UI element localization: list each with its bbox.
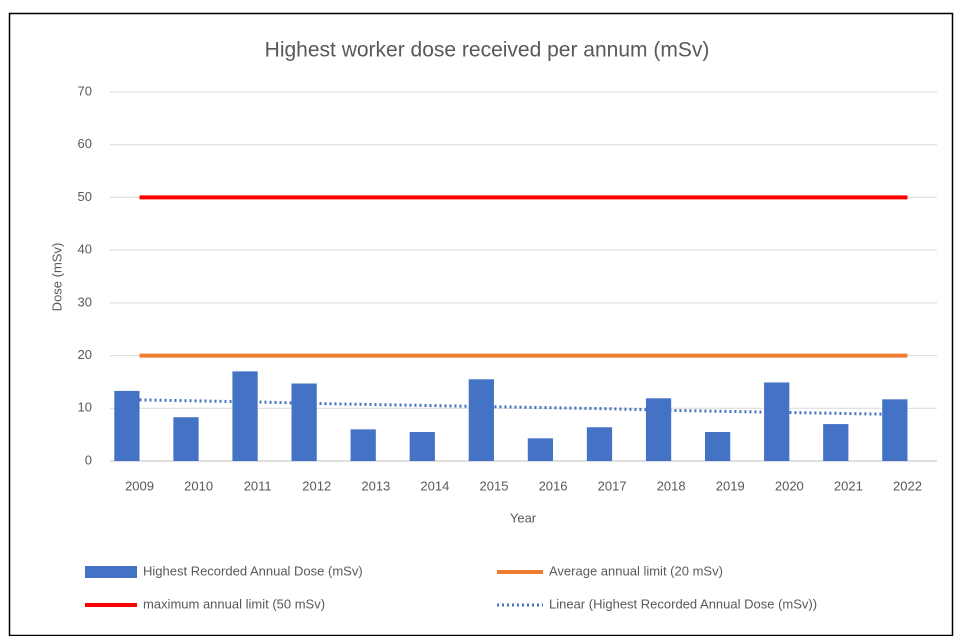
x-axis-label: Year [510,510,537,525]
bar [764,382,790,461]
x-tick-label: 2017 [598,478,627,493]
chart-frame [8,12,954,636]
x-tick-label: 2016 [539,478,568,493]
x-tick-label: 2019 [716,478,745,493]
bar [232,371,258,461]
x-tick-label: 2021 [834,478,863,493]
bar [114,390,140,461]
bar [823,424,849,461]
y-tick-label: 50 [78,189,92,204]
y-tick-label: 60 [78,136,92,151]
bar [586,427,613,461]
x-tick-label: 2009 [125,478,154,493]
x-tick-label: 2011 [244,478,272,493]
x-tick-label: 2015 [480,478,509,493]
y-tick-label: 10 [78,400,92,415]
bar [409,432,435,461]
trend-line [139,398,908,417]
y-tick-label: 40 [78,242,92,257]
x-tick-label: 2010 [184,478,213,493]
legend-label: Linear (Highest Recorded Annual Dose (mS… [549,596,817,611]
bar [173,417,199,461]
y-tick-label: 70 [78,83,92,98]
bar [468,379,494,461]
y-tick-label: 0 [85,452,92,467]
legend-label: maximum annual limit (50 mSv) [143,596,325,611]
y-tick-label: 20 [78,347,92,362]
x-tick-label: 2012 [302,478,331,493]
bar [291,383,317,461]
x-tick-label: 2018 [657,478,686,493]
bar [645,398,672,461]
y-tick-label: 30 [78,294,92,309]
bar [350,429,376,461]
legend-label: Average annual limit (20 mSv) [549,563,723,578]
bar [882,399,908,461]
bar [704,432,731,461]
legend-swatch [85,566,137,578]
bar [527,438,554,461]
y-axis-label: Dose (mSv) [49,243,64,312]
chart-title: Highest worker dose received per annum (… [265,39,710,62]
x-tick-label: 2014 [420,478,449,493]
x-tick-label: 2013 [361,478,390,493]
legend-label: Highest Recorded Annual Dose (mSv) [143,563,363,578]
x-tick-label: 2022 [893,478,922,493]
x-tick-label: 2020 [775,478,804,493]
